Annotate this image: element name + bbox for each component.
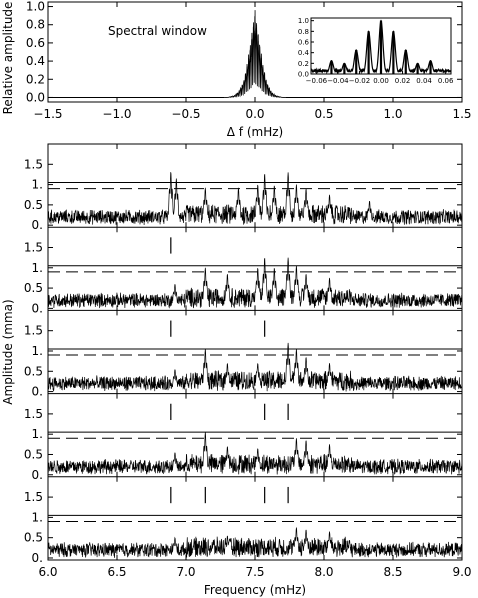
amplitude-x-tick-label: 7.5 — [245, 565, 264, 579]
window-y-tick-label: 0.6 — [26, 36, 45, 50]
amplitude-x-tick-label: 9.0 — [452, 565, 471, 579]
amplitude-spectrum-line — [47, 432, 463, 475]
window-y-tick-label: 1.0 — [26, 0, 45, 14]
amplitude-panel-4: 0. 0.5 1. 1.5 — [24, 393, 463, 482]
amplitude-panel-3: 0. 0.5 1. 1.5 — [24, 309, 463, 399]
inset-x-tick-label: −0.02 — [349, 77, 370, 85]
amplitude-y-tick-label: 0.5 — [24, 531, 43, 545]
window-y-tick-label: 0.8 — [26, 18, 45, 32]
window-x-tick-label: 1.5 — [452, 107, 471, 121]
amplitude-y-tick-label: 0. — [32, 218, 43, 232]
amplitude-panel-2: 0. 0.5 1. 1.5 — [24, 226, 463, 315]
amplitude-x-tick-label: 8.5 — [383, 565, 402, 579]
inset-x-tick-label: 0.04 — [416, 77, 432, 85]
inset-x-tick-label: 0.06 — [438, 77, 454, 85]
inset-y-tick-label: 0.8 — [298, 28, 309, 36]
amplitude-spectra: 0. 0.5 1. 1.5 0. 0.5 1. 1.5 0. 0.5 1. 1.5 0. 0.5 1. 1.5… — [1, 143, 472, 597]
amplitude-x-label: Frequency (mHz) — [204, 583, 306, 597]
inset-y-tick-label: 0.0 — [298, 71, 309, 79]
inset-y-ticks: 0.0 0.2 0.4 0.6 0.8 1.0 — [298, 17, 314, 79]
inset-y-tick-label: 1.0 — [298, 17, 309, 25]
amplitude-panel-5: 0. 0.5 1. 1.5 — [24, 476, 463, 565]
inset-x-tick-label: 0.02 — [395, 77, 411, 85]
inset-y-tick-label: 0.2 — [298, 60, 309, 68]
window-x-tick-label: −0.5 — [171, 107, 200, 121]
inset-x-tick-label: −0.06 — [306, 77, 328, 85]
spectral-window-panel: −1.5 −1.0 −0.5 0.0 0.5 1.0 1.5 0.0 0.2 0.4 0.6 0.8… — [1, 0, 472, 139]
amplitude-y-tick-label: 0. — [32, 551, 43, 565]
amplitude-y-tick-label: 1. — [32, 261, 43, 275]
spectral-window-y-label: Relative amplitude — [1, 2, 15, 115]
inset-x-tick-label: −0.04 — [327, 77, 349, 85]
amplitude-x-tick-label: 7.0 — [176, 565, 195, 579]
spectral-window-y-ticks: 0.0 0.2 0.4 0.6 0.8 1.0 — [26, 0, 462, 104]
amplitude-y-tick-label: 0. — [32, 301, 43, 315]
amplitude-frame — [47, 143, 463, 561]
window-y-tick-label: 0.4 — [26, 54, 45, 68]
window-x-tick-label: 0.0 — [245, 107, 264, 121]
spectral-window-annotation: Spectral window — [108, 24, 207, 38]
window-x-tick-label: 0.5 — [314, 107, 333, 121]
inset-x-ticks: −0.06 −0.04 −0.02 0.00 0.02 0.04 0.06 — [306, 71, 454, 85]
amplitude-y-tick-label: 0.5 — [24, 198, 43, 212]
amplitude-panels: 0. 0.5 1. 1.5 0. 0.5 1. 1.5 0. 0.5 1. 1.5 0. 0.5 1. 1.5… — [24, 144, 463, 565]
amplitude-y-tick-label: 1.5 — [24, 490, 43, 504]
amplitude-y-tick-label: 1.5 — [24, 157, 43, 171]
inset-y-tick-label: 0.4 — [298, 49, 310, 57]
amplitude-x-tick-label: 8.0 — [314, 565, 333, 579]
amplitude-x-tick-label: 6.5 — [107, 565, 126, 579]
window-y-tick-label: 0.2 — [26, 72, 45, 86]
window-x-tick-label: 1.0 — [383, 107, 402, 121]
amplitude-x-tick-label: 6.0 — [38, 565, 57, 579]
amplitude-y-tick-label: 1.5 — [24, 407, 43, 421]
spectral-window-curve — [48, 10, 462, 99]
spectral-window-inset: −0.06 −0.04 −0.02 0.00 0.02 0.04 0.06 0.00.20.… — [298, 17, 454, 85]
amplitude-spectrum-line — [47, 527, 463, 558]
amplitude-y-tick-label: 0. — [32, 468, 43, 482]
amplitude-y-tick-label: 1.5 — [24, 324, 43, 338]
amplitude-y-tick-label: 0.5 — [24, 281, 43, 295]
window-spectrum-line — [224, 10, 286, 99]
amplitude-spectrum-line — [47, 342, 463, 392]
amplitude-y-tick-label: 0.5 — [24, 447, 43, 461]
amplitude-y-tick-label: 1.5 — [24, 240, 43, 254]
inset-y-tick-label: 0.6 — [298, 39, 310, 47]
amplitude-y-tick-label: 1. — [32, 178, 43, 192]
inset-x-tick-label: 0.00 — [373, 77, 389, 85]
amplitude-y-tick-label: 0.5 — [24, 364, 43, 378]
amplitude-y-tick-label: 0. — [32, 385, 43, 399]
amplitude-y-tick-label: 1. — [32, 510, 43, 524]
amplitude-y-tick-label: 1. — [32, 427, 43, 441]
amplitude-panel-1: 0. 0.5 1. 1.5 — [24, 144, 463, 232]
inset-curve — [310, 19, 452, 75]
amplitude-y-tick-label: 1. — [32, 344, 43, 358]
amplitude-spectrum-line — [47, 257, 463, 309]
window-x-tick-label: −1.0 — [102, 107, 131, 121]
amplitude-x-ticks: 6.0 6.5 7.0 7.5 8.0 8.5 9.0 — [38, 565, 471, 579]
amplitude-y-label: Amplitude (mma) — [1, 299, 15, 404]
window-x-tick-label: −1.5 — [33, 107, 62, 121]
window-y-tick-label: 0.0 — [26, 90, 45, 104]
spectral-window-x-ticks: −1.5 −1.0 −0.5 0.0 0.5 1.0 1.5 — [33, 2, 472, 121]
spectral-window-x-label: Δ f (mHz) — [227, 125, 283, 139]
amplitude-spectrum-line — [47, 172, 463, 225]
